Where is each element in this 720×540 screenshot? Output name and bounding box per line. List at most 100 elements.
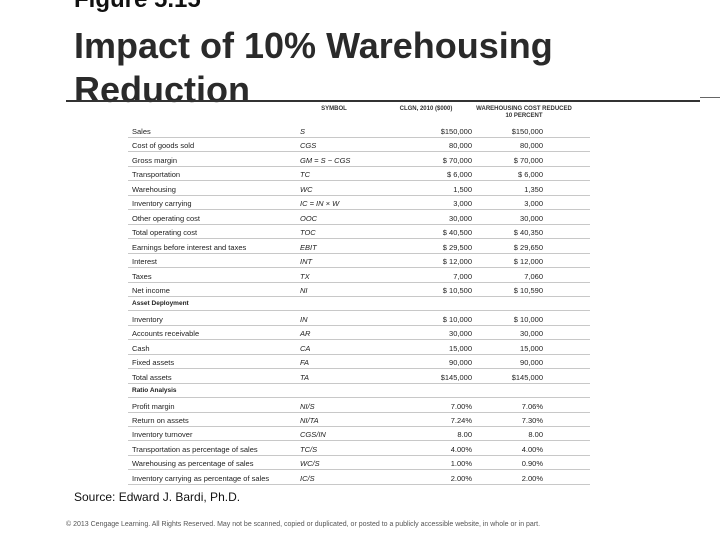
- row-symbol: TX: [300, 271, 310, 281]
- row-label: Transportation as percentage of sales: [132, 444, 258, 454]
- row-value-reduced: $ 10,000: [513, 314, 543, 324]
- row-label: Inventory carrying as percentage of sale…: [132, 473, 270, 483]
- table-row: Inventory IN $ 10,000 $ 10,000: [128, 314, 590, 326]
- row-value-reduced: $150,000: [511, 127, 543, 136]
- table-row: Profit margin NI/S 7.00% 7.06%: [128, 401, 590, 413]
- row-value-2010: 2.00%: [450, 473, 472, 483]
- row-value-reduced: $145,000: [511, 372, 543, 382]
- row-value-reduced: $ 10,590: [513, 285, 543, 295]
- section-header-row: Ratio Analysis: [128, 386, 590, 399]
- row-value-reduced: $ 70,000: [513, 155, 543, 165]
- row-value-2010: 8.00: [457, 430, 472, 440]
- row-value-2010: $150,000: [440, 127, 472, 136]
- row-value-2010: 90,000: [449, 358, 472, 368]
- copyright-notice: © 2013 Cengage Learning. All Rights Rese…: [66, 521, 541, 528]
- row-value-reduced: 0.90%: [521, 459, 543, 469]
- table-row: Warehousing as percentage of sales WC/S 1.…: [128, 458, 590, 471]
- row-label: Transportation: [132, 170, 181, 180]
- row-value-reduced: $ 6,000: [517, 170, 543, 180]
- row-symbol: TA: [300, 372, 310, 382]
- row-label: Warehousing: [132, 184, 176, 194]
- row-label: Cash: [132, 343, 150, 353]
- row-symbol: TC: [300, 170, 310, 180]
- table-row: Transportation TC $ 6,000 $ 6,000: [128, 169, 590, 182]
- table-row: Sales S $150,000 $150,000: [128, 126, 590, 138]
- table-row: Inventory carrying as percentage of sale…: [128, 473, 590, 485]
- row-label: Profit margin: [132, 401, 175, 411]
- row-value-2010: 30,000: [449, 329, 472, 339]
- row-label: Gross margin: [132, 155, 178, 165]
- table-row: Earnings before interest and taxes EBIT $ …: [128, 242, 590, 254]
- row-value-2010: 1,500: [453, 184, 472, 194]
- row-value-reduced: 7.30%: [521, 416, 543, 425]
- table-row: Interest INT $ 12,000 $ 12,000: [128, 256, 590, 269]
- row-symbol: TC/S: [300, 444, 318, 454]
- row-symbol: IN: [300, 314, 308, 324]
- table-row: Warehousing WC 1,500 1,350: [128, 184, 590, 196]
- row-value-reduced: 30,000: [520, 329, 543, 339]
- row-value-reduced: 3,000: [524, 199, 543, 209]
- row-value-2010: 3,000: [453, 199, 472, 209]
- row-label: Earnings before interest and taxes: [132, 242, 247, 252]
- row-label: Net income: [132, 285, 170, 295]
- slide-title: Impact of 10% Warehousing Reduction: [74, 25, 553, 110]
- section-header-row: Asset Deployment: [128, 299, 590, 312]
- row-symbol: WC/S: [300, 459, 320, 469]
- row-value-reduced: 90,000: [520, 358, 543, 368]
- row-symbol: CGS: [300, 141, 317, 151]
- row-value-2010: $ 29,500: [442, 242, 472, 252]
- row-value-reduced: 30,000: [520, 213, 543, 223]
- table-row: Inventory carrying IC = IN × W 3,000 3,000: [128, 198, 590, 211]
- row-symbol: WC: [300, 184, 313, 194]
- table-row: Total assets TA $145,000 $145,000: [128, 372, 590, 384]
- row-value-reduced: 1,350: [524, 184, 543, 194]
- row-symbol: EBIT: [300, 242, 317, 252]
- row-value-2010: 7.00%: [450, 401, 472, 411]
- row-value-2010: 4.00%: [450, 444, 472, 454]
- row-label: Inventory carrying: [132, 199, 192, 209]
- source-note: Source: Edward J. Bardi, Ph.D.: [74, 490, 241, 504]
- row-value-reduced: 7,060: [524, 271, 543, 281]
- row-symbol: CGS/IN: [300, 430, 326, 440]
- row-symbol: AR: [300, 329, 311, 339]
- row-symbol: INT: [300, 257, 313, 267]
- row-symbol: OOC: [300, 213, 318, 223]
- row-value-reduced: 15,000: [520, 343, 543, 353]
- table-row: Return on assets NI/TA 7.24% 7.30%: [128, 415, 590, 427]
- row-value-2010: 80,000: [449, 141, 472, 151]
- row-value-reduced: $ 29,650: [513, 242, 543, 252]
- row-value-2010: $ 40,500: [442, 228, 472, 238]
- row-label: Total assets: [132, 372, 172, 382]
- table-row: Accounts receivable AR 30,000 30,000: [128, 328, 590, 341]
- column-header-clgn-2010: CLGN, 2010 ($000): [399, 106, 453, 112]
- row-value-2010: $ 6,000: [446, 170, 472, 180]
- row-label: Inventory turnover: [132, 430, 193, 440]
- column-header-symbol: SYMBOL: [321, 106, 347, 112]
- figure-label: Figure 5.15: [74, 0, 201, 14]
- row-label: Inventory: [132, 314, 163, 324]
- table-row: Gross margin GM = S − CGS $ 70,000 $ 70,000: [128, 155, 590, 167]
- table-row: Other operating cost OOC 30,000 30,000: [128, 213, 590, 225]
- row-label: Sales: [132, 127, 151, 136]
- table-row: Total operating cost TOC $ 40,500 $ 40,350: [128, 227, 590, 240]
- row-label: Asset Deployment: [132, 300, 189, 308]
- row-label: Taxes: [132, 271, 152, 281]
- row-value-2010: 30,000: [449, 213, 472, 223]
- row-symbol: S: [300, 127, 306, 136]
- row-symbol: IC/S: [300, 473, 315, 483]
- table-row: Taxes TX 7,000 7,060: [128, 271, 590, 283]
- row-value-2010: $ 10,000: [442, 314, 472, 324]
- row-value-reduced: 8.00: [528, 430, 543, 440]
- row-value-2010: $145,000: [440, 372, 472, 382]
- table-row: Transportation as percentage of sales TC/…: [128, 444, 590, 456]
- table-row: Net income NI $ 10,500 $ 10,590: [128, 285, 590, 297]
- row-value-2010: 7.24%: [450, 416, 472, 425]
- row-label: Warehousing as percentage of sales: [132, 459, 254, 469]
- row-value-2010: 15,000: [449, 343, 472, 353]
- row-symbol: IC = IN × W: [300, 199, 340, 209]
- row-value-2010: $ 70,000: [442, 155, 472, 165]
- table-row: Cost of goods sold CGS 80,000 80,000: [128, 140, 590, 153]
- row-value-2010: 7,000: [453, 271, 472, 281]
- row-value-2010: $ 10,500: [442, 285, 472, 295]
- row-label: Accounts receivable: [132, 329, 200, 339]
